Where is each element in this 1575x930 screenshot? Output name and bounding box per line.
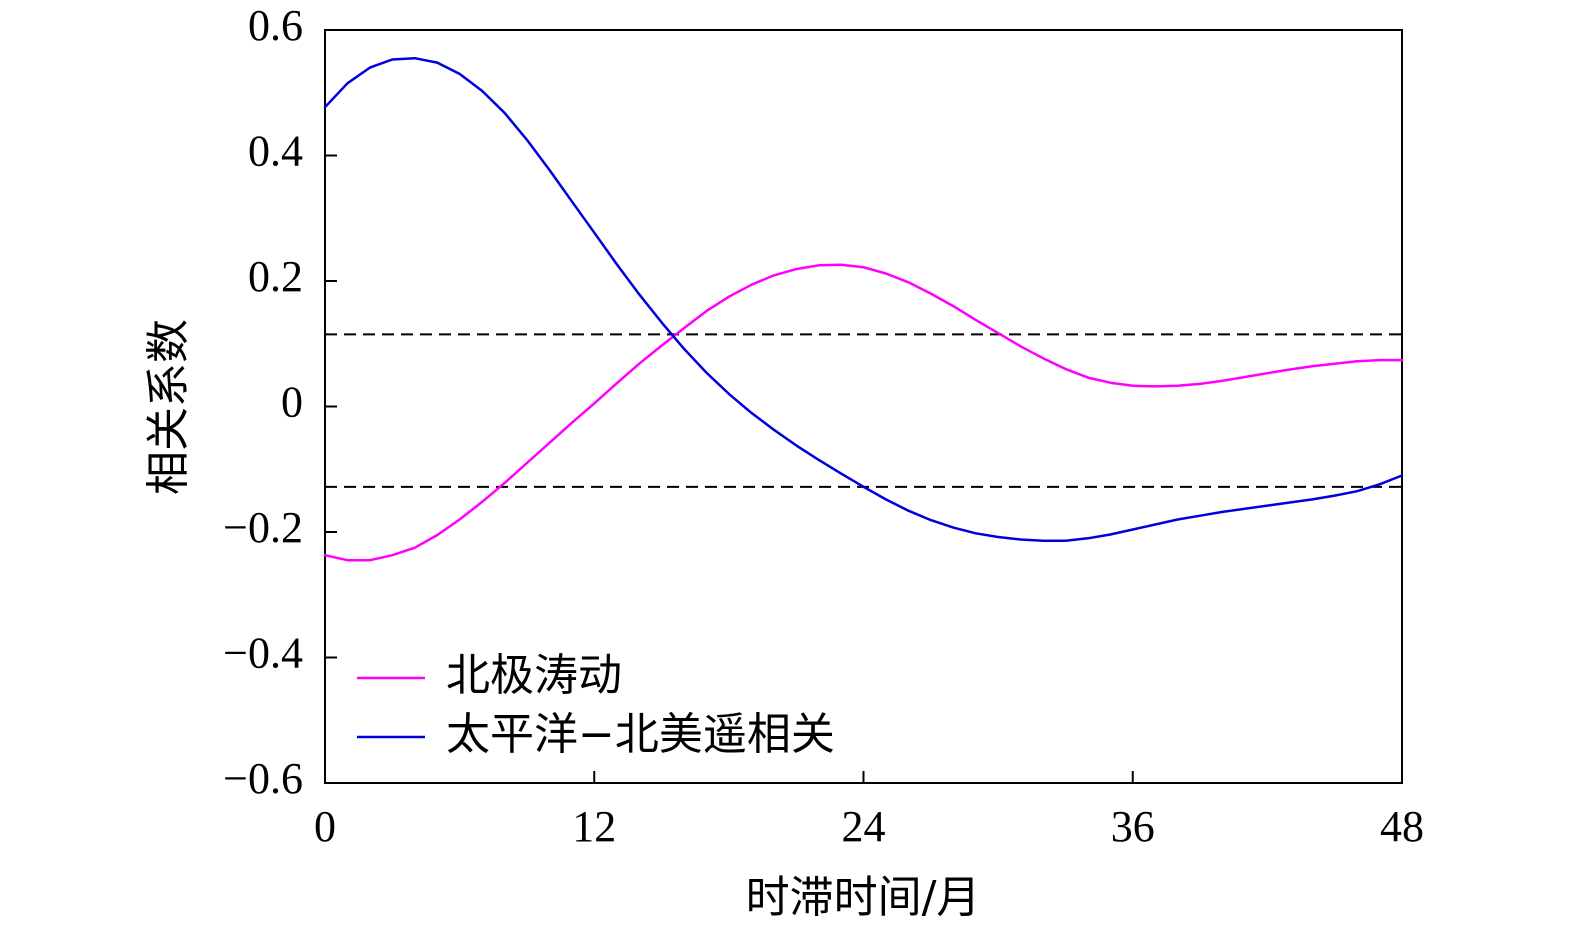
series-line-0 bbox=[323, 263, 1404, 562]
series-layer bbox=[323, 56, 1404, 562]
y-tick-label: −0.4 bbox=[223, 629, 303, 678]
x-tick-label: 24 bbox=[842, 802, 886, 851]
x-tick-label: 0 bbox=[314, 802, 336, 851]
y-axis: 0.6 0.4 0.2 0 −0.2 −0.4 −0.6 bbox=[223, 1, 337, 803]
legend-label-pna: 太平洋−北美遥相关 bbox=[446, 709, 835, 760]
x-tick-label: 36 bbox=[1111, 802, 1155, 851]
series-line-1 bbox=[323, 56, 1404, 543]
x-tick-label: 12 bbox=[572, 802, 616, 851]
y-tick-label: −0.6 bbox=[223, 754, 303, 803]
y-tick-label: 0 bbox=[281, 378, 303, 427]
x-axis: 0 12 24 36 48 bbox=[314, 771, 1424, 851]
x-axis-title: 时滞时间/月 bbox=[746, 872, 981, 923]
y-axis-title: 相关系数 bbox=[143, 319, 194, 495]
x-tick-label: 48 bbox=[1380, 802, 1424, 851]
y-tick-label: 0.2 bbox=[248, 252, 303, 301]
reference-lines bbox=[325, 333, 1402, 488]
y-tick-label: −0.2 bbox=[223, 503, 303, 552]
y-tick-label: 0.4 bbox=[248, 127, 303, 176]
y-tick-label: 0.6 bbox=[248, 1, 303, 50]
legend-label-arctic-oscillation: 北极涛动 bbox=[446, 650, 622, 701]
legend: 北极涛动 太平洋−北美遥相关 bbox=[357, 650, 835, 760]
